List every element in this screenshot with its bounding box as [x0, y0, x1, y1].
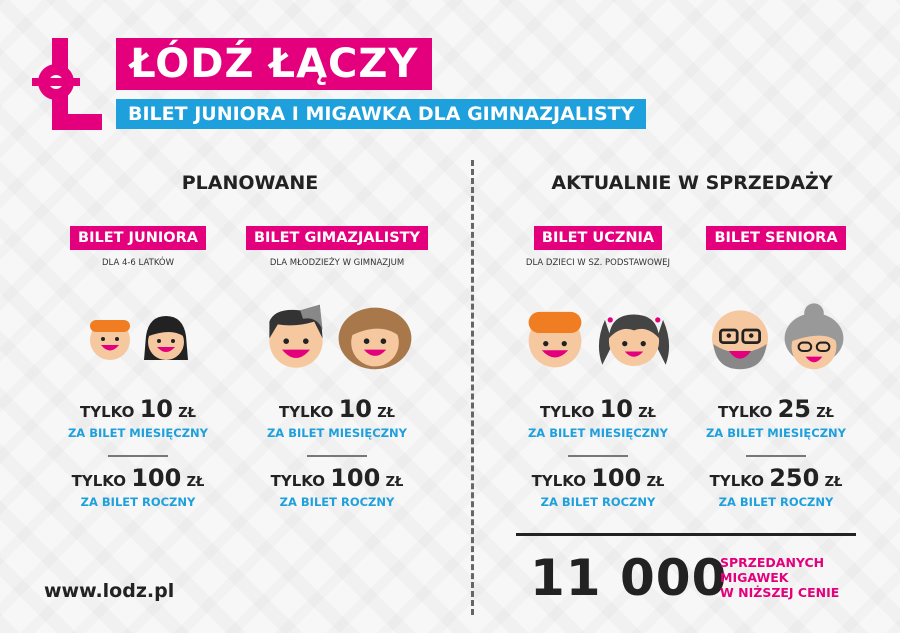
yearly-note: ZA BILET ROCZNY	[279, 495, 395, 509]
price-currency: ZŁ	[638, 406, 656, 421]
grandma-face-icon	[784, 303, 844, 370]
section-planned-title: PLANOWANE	[181, 172, 319, 194]
yearly-price: TYLKO 100 ZŁ	[498, 465, 698, 496]
price-prefix: TYLKO	[709, 472, 764, 490]
grandpa-face-icon	[712, 310, 768, 370]
price-separator	[108, 455, 168, 457]
ticket-gimnazjalista: BILET GIMAZJALISTY DLA MŁODZIEŻY W GIMNA…	[237, 226, 437, 508]
yearly-price: TYLKO 100 ZŁ	[38, 465, 238, 496]
price-prefix: TYLKO	[79, 403, 135, 421]
ticket-description: DLA 4-6 LATKÓW	[101, 258, 175, 268]
price-amount: 100	[131, 464, 182, 492]
monthly-note: ZA BILET MIESIĘCZNY	[705, 426, 847, 440]
yearly-price: TYLKO 250 ZŁ	[676, 465, 876, 496]
monthly-note: ZA BILET MIESIĘCZNY	[266, 426, 408, 440]
price-separator	[746, 455, 806, 457]
faces-illustration	[38, 292, 238, 382]
yearly-note: ZA BILET ROCZNY	[718, 495, 834, 509]
price-prefix: TYLKO	[531, 472, 586, 490]
price-amount: 100	[330, 464, 381, 492]
sold-line: W NIŻSZEJ CENIE	[720, 585, 840, 600]
ticket-label: BILET GIMAZJALISTY	[245, 226, 429, 250]
page-subtitle: BILET JUNIORA I MIGAWKA DLA GIMNAZJALIST…	[116, 99, 647, 129]
price-prefix: TYLKO	[278, 403, 334, 421]
price-separator	[307, 455, 367, 457]
boy-face-icon	[90, 320, 130, 360]
price-amount: 25	[777, 395, 811, 423]
ticket-uczen: BILET UCZNIA DLA DZIECI W SZ. PODSTAWOWE…	[498, 226, 698, 508]
ticket-description: DLA DZIECI W SZ. PODSTAWOWEJ	[525, 258, 671, 268]
monthly-price: TYLKO 10 ZŁ	[237, 396, 437, 427]
yearly-note: ZA BILET ROCZNY	[540, 495, 656, 509]
price-prefix: TYLKO	[717, 403, 773, 421]
yearly-note: ZA BILET ROCZNY	[80, 495, 196, 509]
price-separator	[568, 455, 628, 457]
faces-illustration	[237, 292, 437, 382]
stats-divider	[516, 533, 856, 536]
ticket-label: BILET JUNIORA	[70, 226, 206, 250]
price-currency: ZŁ	[178, 406, 196, 421]
section-current-title: AKTUALNIE W SPRZEDAŻY	[551, 172, 833, 194]
sold-description: SPRZEDANYCH MIGAWEK W NIŻSZEJ CENIE	[720, 555, 839, 600]
monthly-note: ZA BILET MIESIĘCZNY	[527, 426, 669, 440]
monthly-price: TYLKO 25 ZŁ	[676, 396, 876, 427]
price-currency: ZŁ	[824, 475, 843, 490]
price-prefix: TYLKO	[539, 403, 595, 421]
ticket-senior: BILET SENIORA TYLKO 25 ZŁ ZA BILET MIESI…	[676, 226, 876, 508]
sold-line: MIGAWEK	[720, 570, 789, 585]
price-amount: 10	[599, 395, 633, 423]
monthly-price: TYLKO 10 ZŁ	[498, 396, 698, 427]
website-link[interactable]: www.lodz.pl	[44, 580, 175, 602]
yearly-price: TYLKO 100 ZŁ	[237, 465, 437, 496]
price-prefix: TYLKO	[270, 472, 325, 490]
price-currency: ZŁ	[186, 475, 205, 490]
price-currency: ZŁ	[377, 406, 395, 421]
price-currency: ZŁ	[385, 475, 404, 490]
girl-face-icon	[144, 316, 188, 360]
ticket-label: BILET SENIORA	[706, 226, 846, 250]
faces-illustration	[676, 292, 876, 382]
teen-boy-face-icon	[269, 304, 323, 368]
monthly-price: TYLKO 10 ZŁ	[38, 396, 238, 427]
schoolboy-face-icon	[528, 311, 582, 368]
price-amount: 10	[338, 395, 372, 423]
sold-line: SPRZEDANYCH	[720, 555, 825, 570]
price-amount: 100	[591, 464, 642, 492]
faces-illustration	[498, 292, 698, 382]
price-prefix: TYLKO	[71, 472, 126, 490]
ticket-label: BILET UCZNIA	[533, 226, 663, 250]
price-amount: 10	[139, 395, 173, 423]
section-divider	[471, 160, 474, 615]
schoolgirl-face-icon	[598, 314, 670, 367]
price-currency: ZŁ	[646, 475, 665, 490]
ticket-description	[676, 258, 876, 270]
page-title: ŁÓDŹ ŁĄCZY	[116, 38, 433, 90]
ticket-description: DLA MŁODZIEŻY W GIMNAZJUM	[269, 258, 405, 268]
monthly-note: ZA BILET MIESIĘCZNY	[67, 426, 209, 440]
lodz-logo-icon	[32, 38, 102, 130]
price-currency: ZŁ	[816, 406, 834, 421]
price-amount: 250	[769, 464, 820, 492]
ticket-junior: BILET JUNIORA DLA 4-6 LATKÓW TYLKO 10 ZŁ…	[38, 226, 238, 508]
teen-girl-face-icon	[338, 307, 412, 370]
sold-count: 11 000	[530, 549, 728, 607]
